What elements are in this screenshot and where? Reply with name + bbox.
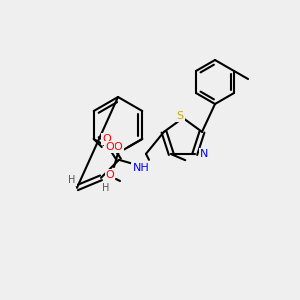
Text: H: H: [68, 175, 76, 185]
Text: N: N: [200, 149, 208, 159]
Text: H: H: [102, 183, 110, 193]
Text: S: S: [176, 111, 184, 121]
Text: O: O: [103, 134, 111, 144]
Text: NH: NH: [133, 163, 149, 173]
Text: O: O: [114, 142, 123, 152]
Text: O: O: [105, 142, 114, 152]
Text: O: O: [106, 170, 114, 180]
